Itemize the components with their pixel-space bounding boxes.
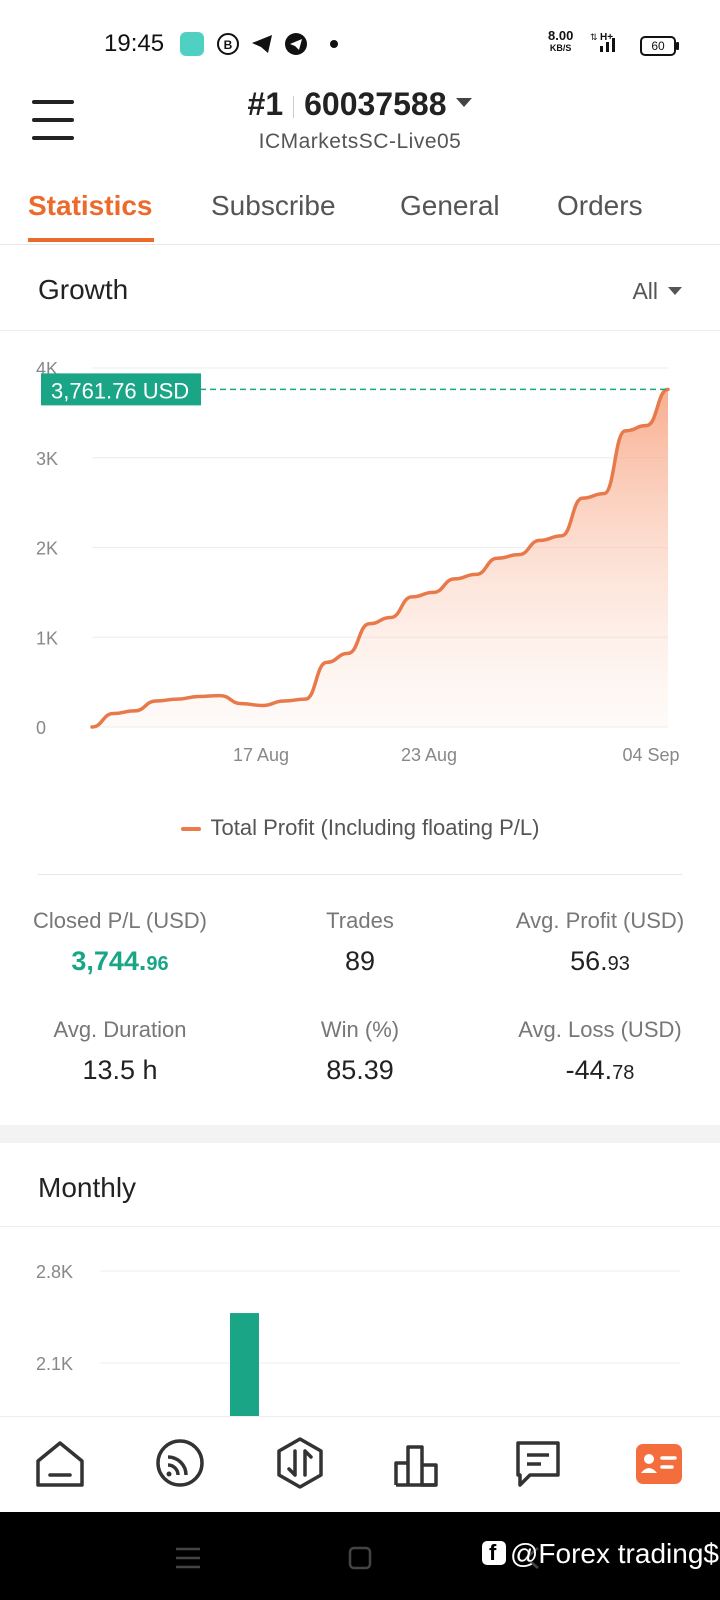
battery-icon: 60 (640, 36, 679, 56)
stat-win: Win (%) 85.39 (240, 1017, 480, 1086)
y-tick-label: 1K (36, 628, 58, 648)
menu-icon[interactable] (32, 100, 74, 140)
profile-icon[interactable] (632, 1435, 688, 1491)
series-area (92, 389, 668, 727)
chart-legend: Total Profit (Including floating P/L) (0, 815, 720, 841)
monthly-bar (230, 1313, 259, 1416)
tab-subscribe[interactable]: Subscribe (211, 190, 336, 221)
stat-trades: Trades 89 (240, 908, 480, 977)
send-app-icon (284, 32, 308, 56)
status-bar: 19:45 B 8.00 KB/S ⇅ H+ 60 (0, 0, 720, 80)
tab-general[interactable]: General (400, 190, 500, 221)
monthly-chart: 2.8K 2.1K (36, 1262, 680, 1416)
svg-text:H+: H+ (600, 32, 613, 43)
y-tick-label: 0 (36, 718, 46, 738)
chart-icon[interactable] (390, 1435, 446, 1491)
stat-avg-loss: Avg. Loss (USD) -44.78 (480, 1017, 720, 1086)
stat-closed-pl: Closed P/L (USD) 3,744.96 (0, 908, 240, 977)
svg-text:⇅: ⇅ (590, 32, 598, 42)
period-filter[interactable]: All (632, 278, 682, 305)
stat-value: 3,744.96 (71, 946, 169, 976)
stat-avg-duration: Avg. Duration 13.5 h (0, 1017, 240, 1086)
stat-label: Closed P/L (USD) (32, 908, 207, 933)
account-id: 60037588 (304, 86, 447, 122)
legend-label: Total Profit (Including floating P/L) (210, 815, 540, 840)
x-tick-label: 04 Sep (622, 745, 679, 765)
y-tick-label: 2K (36, 539, 58, 559)
x-tick-label: 23 Aug (401, 745, 457, 765)
series-line (90, 387, 670, 729)
stat-label: Avg. Loss (USD) (518, 1017, 682, 1042)
system-nav-bar (0, 1512, 720, 1600)
monthly-header: Monthly (0, 1146, 720, 1227)
tab-orders[interactable]: Orders (557, 190, 643, 221)
stat-label: Avg. Duration (53, 1017, 187, 1042)
account-selector[interactable]: #1 60037588 (0, 86, 720, 123)
signal-icon: ⇅ H+ (590, 30, 630, 59)
messages-icon[interactable] (510, 1435, 566, 1491)
back-nav-icon[interactable] (520, 1546, 544, 1575)
divider (38, 874, 682, 875)
growth-header: Growth All (0, 250, 720, 331)
stat-avg-profit: Avg. Profit (USD) 56.93 (480, 908, 720, 977)
stat-value: -44.78 (565, 1055, 635, 1085)
network-speed: 8.00 KB/S (548, 28, 574, 53)
current-value-label: 3,761.76 USD (51, 378, 189, 403)
recent-apps-icon[interactable] (176, 1546, 200, 1575)
x-tick-label: 17 Aug (233, 745, 289, 765)
signals-icon[interactable] (152, 1435, 208, 1491)
home-nav-icon[interactable] (348, 1546, 372, 1575)
stat-value: 56.93 (570, 946, 630, 976)
stat-label: Trades (326, 908, 394, 933)
tab-bar: Statistics Subscribe General Orders (0, 180, 720, 245)
home-icon[interactable] (32, 1435, 88, 1491)
section-gap (0, 1125, 720, 1143)
stat-label: Win (%) (320, 1017, 400, 1042)
bottom-navigation (0, 1416, 720, 1513)
trade-icon[interactable] (272, 1435, 328, 1491)
more-notifications-dot (330, 40, 338, 48)
b-notification-icon: B (216, 32, 240, 56)
y-tick-label: 2.8K (36, 1262, 73, 1282)
tab-statistics[interactable]: Statistics (28, 190, 153, 221)
watermark-text: @Forex trading$ (510, 1538, 719, 1569)
legend-swatch (180, 827, 201, 832)
y-tick-label: 2.1K (36, 1354, 73, 1374)
account-number: #1 (247, 86, 284, 122)
facebook-icon (482, 1540, 506, 1566)
monthly-title: Monthly (38, 1172, 137, 1203)
status-time: 19:45 (104, 30, 165, 57)
stat-label: Avg. Profit (USD) (515, 908, 685, 933)
caret-down-icon (456, 98, 473, 108)
caret-down-icon (668, 286, 682, 295)
stat-value: 13.5 h (82, 1055, 158, 1085)
stat-value: 85.39 (326, 1055, 394, 1085)
svg-text:B: B (224, 38, 233, 52)
account-header: #1 60037588 ICMarketsSC-Live05 (0, 80, 720, 180)
growth-title: Growth (38, 274, 129, 305)
app-notification-icon (180, 32, 204, 56)
y-tick-label: 3K (36, 449, 58, 469)
stat-value: 89 (344, 946, 376, 976)
telegram-icon (250, 32, 274, 56)
server-name: ICMarketsSC-Live05 (258, 130, 462, 153)
active-tab-indicator (28, 238, 154, 242)
current-value-badge (41, 373, 201, 406)
